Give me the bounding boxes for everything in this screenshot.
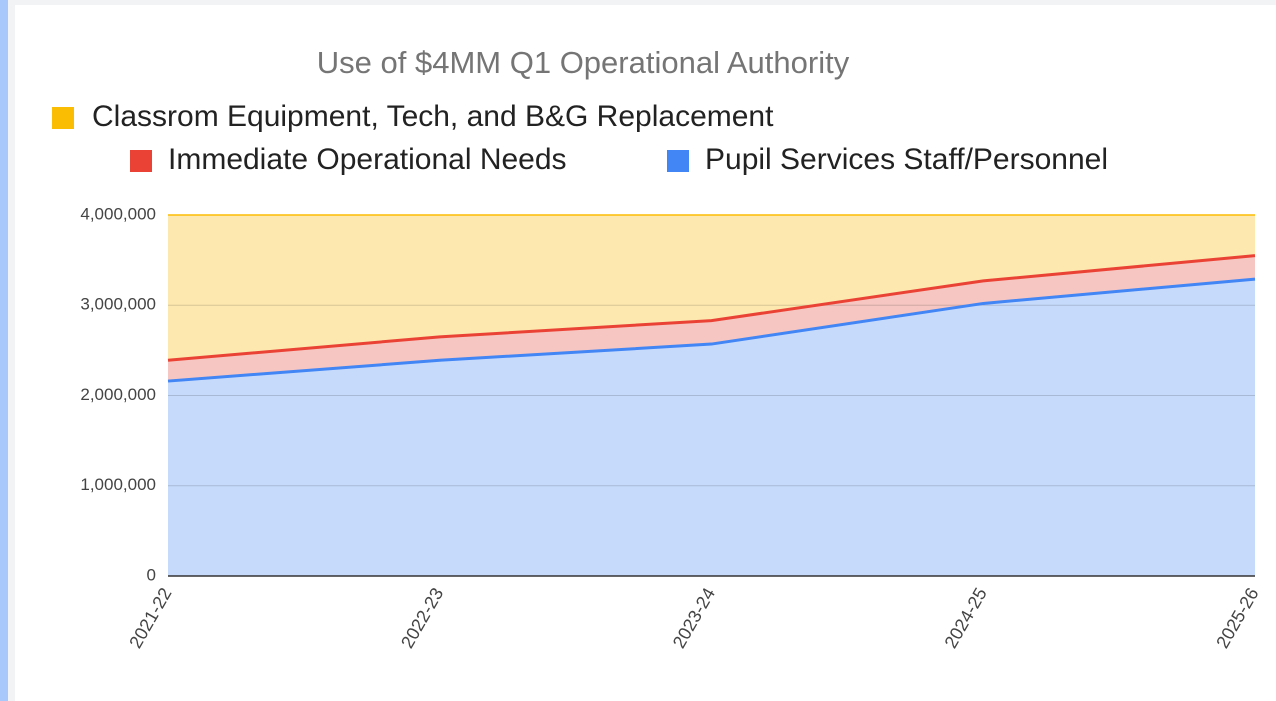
chart-title: Use of $4MM Q1 Operational Authority bbox=[317, 45, 850, 80]
area-line bbox=[167, 254, 1256, 362]
y-tick-label: 3,000,000 bbox=[80, 295, 156, 314]
y-tick-label: 1,000,000 bbox=[80, 475, 156, 494]
y-tick-label: 0 bbox=[147, 565, 156, 584]
y-tick-label: 4,000,000 bbox=[80, 204, 156, 223]
area-line bbox=[167, 277, 1256, 383]
area bbox=[168, 255, 1255, 382]
y-tick-label: 2,000,000 bbox=[80, 385, 156, 404]
area bbox=[168, 215, 1255, 361]
legend-label: Classrom Equipment, Tech, and B&G Replac… bbox=[92, 100, 774, 133]
area bbox=[168, 279, 1255, 576]
legend-label: Pupil Services Staff/Personnel bbox=[705, 143, 1108, 176]
legend-label: Immediate Operational Needs bbox=[168, 143, 567, 176]
sheet-edge bbox=[0, 0, 8, 701]
legend-swatch bbox=[667, 150, 689, 172]
legend-swatch bbox=[52, 107, 74, 129]
legend-swatch bbox=[130, 150, 152, 172]
